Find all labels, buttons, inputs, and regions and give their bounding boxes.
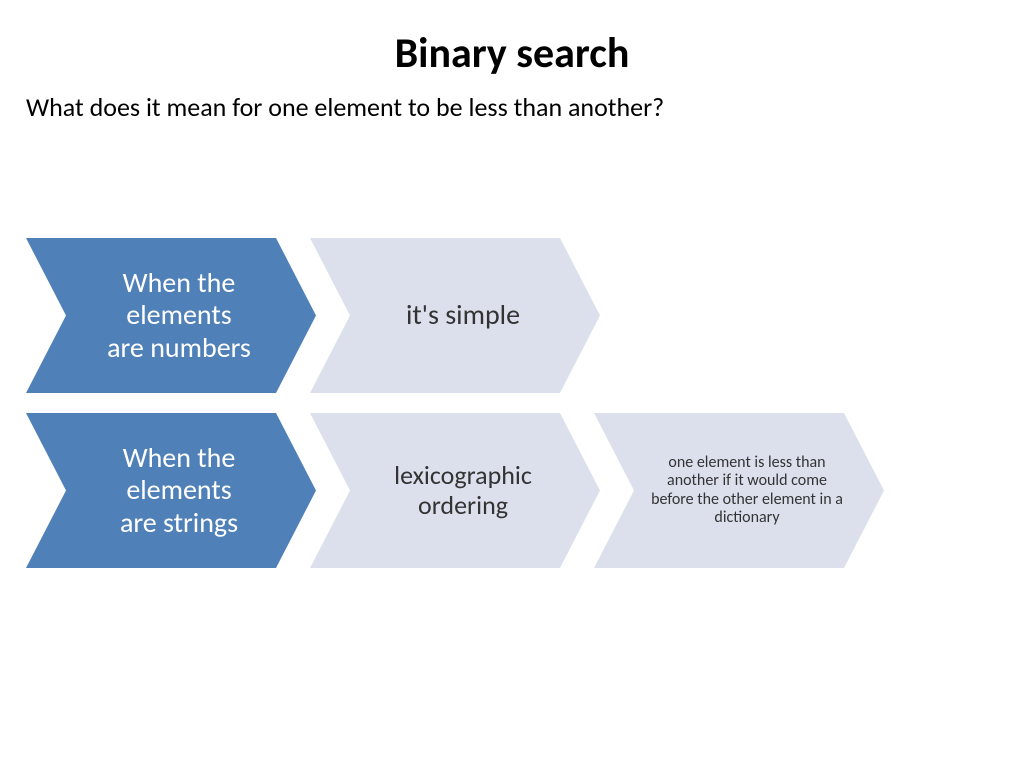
- chevron-secondary: it's simple: [310, 238, 600, 393]
- diagram-row: When the elements are strings lexicograph…: [26, 413, 884, 568]
- chevron-label: lexicographic ordering: [348, 461, 578, 521]
- diagram-row: When the elements are numbers it's simple: [26, 238, 884, 393]
- chevron-label: When the elements are strings: [108, 442, 250, 539]
- page-title: Binary search: [0, 0, 1024, 79]
- chevron-secondary: lexicographic ordering: [310, 413, 600, 568]
- chevron-label: one element is less than another if it w…: [632, 454, 862, 528]
- diagram-rows: When the elements are numbers it's simple…: [26, 238, 884, 588]
- chevron-primary: When the elements are strings: [26, 413, 316, 568]
- chevron-label: it's simple: [394, 299, 532, 331]
- chevron-secondary: one element is less than another if it w…: [594, 413, 884, 568]
- chevron-primary: When the elements are numbers: [26, 238, 316, 393]
- subtitle: What does it mean for one element to be …: [0, 79, 1024, 123]
- chevron-label: When the elements are numbers: [95, 267, 263, 364]
